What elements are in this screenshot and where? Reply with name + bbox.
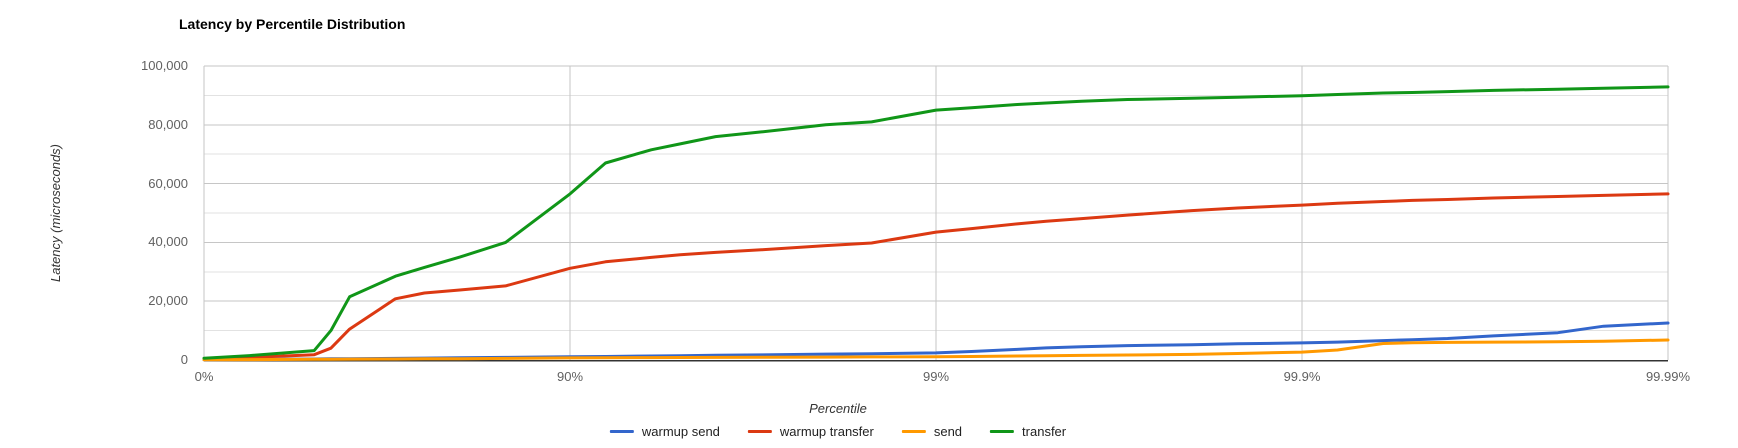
transfer-line-swatch-icon (990, 430, 1015, 433)
y-tick-label-60000: 60,000 (148, 176, 188, 191)
x-tick-label-99.99: 99.99% (1645, 369, 1691, 384)
x-tick-label-99.9: 99.9% (1283, 369, 1321, 384)
legend-label: warmup send (641, 424, 720, 439)
legend-item-transfer: transfer (990, 424, 1066, 439)
send-line-swatch-icon (901, 430, 926, 433)
series-line-warmup-transfer (202, 192, 1670, 361)
legend: warmup send warmup transfer send transfe… (609, 424, 1066, 439)
legend-label: send (933, 424, 963, 439)
warmup-transfer-line-swatch-icon (747, 430, 772, 433)
series-line-send (202, 338, 1670, 362)
y-tick-label-0: 0 (180, 352, 188, 367)
x-tick-label-90: 90% (556, 369, 584, 384)
y-tick-label-80000: 80,000 (148, 117, 188, 132)
legend-item-warmup-send: warmup send (609, 424, 720, 439)
legend-item-send: send (901, 424, 963, 439)
x-axis-title: Percentile (809, 401, 867, 416)
y-tick-label-100000: 100,000 (141, 58, 188, 73)
y-tick-label-20000: 20,000 (148, 293, 188, 308)
legend-label: transfer (1022, 424, 1067, 439)
legend-label: warmup transfer (779, 424, 874, 439)
x-tick-label-0: 0% (194, 369, 214, 384)
series-line-transfer (202, 85, 1670, 360)
chart-title: Latency by Percentile Distribution (179, 16, 406, 32)
y-tick-label-40000: 40,000 (148, 234, 188, 249)
x-tick-label-99: 99% (922, 369, 950, 384)
legend-item-warmup-transfer: warmup transfer (747, 424, 874, 439)
warmup-send-line-swatch-icon (609, 430, 634, 433)
